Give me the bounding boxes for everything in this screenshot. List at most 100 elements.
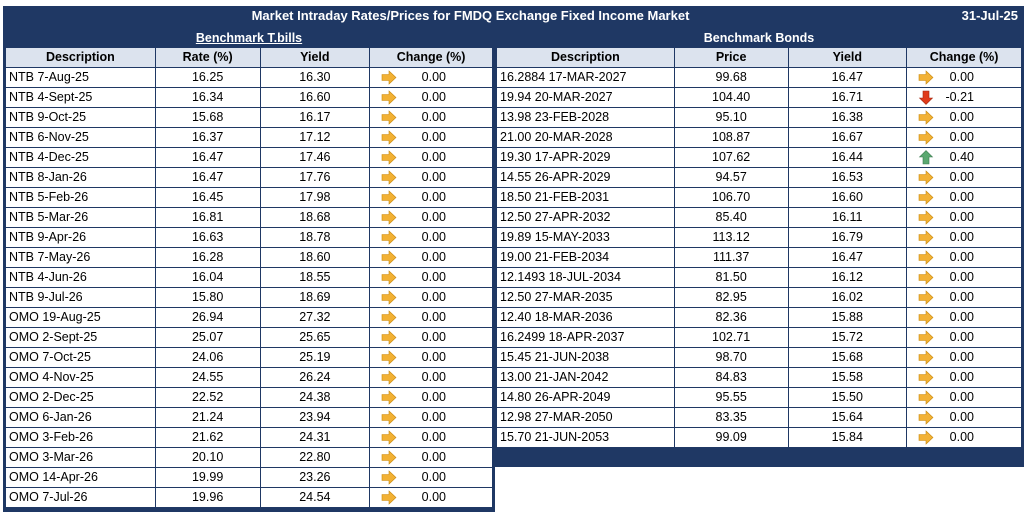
row-rate: 24.06 [154, 347, 261, 368]
row-yield: 17.76 [259, 167, 371, 188]
table-row: 16.2499 18-APR-2037 102.71 15.72 0.00 [496, 327, 1022, 348]
table-row: 12.50 27-APR-2032 85.40 16.11 0.00 [496, 207, 1022, 228]
row-description: 12.50 27-MAR-2035 [496, 287, 675, 308]
row-yield: 15.68 [787, 347, 908, 368]
table-row: NTB 6-Nov-25 16.37 17.12 0.00 [5, 127, 493, 148]
arrow-right-icon [381, 370, 397, 385]
row-rate: 16.37 [154, 127, 261, 148]
bonds-heading: Benchmark Bonds [496, 28, 1022, 48]
arrow-right-icon [918, 410, 934, 425]
row-change: 0.00 [369, 467, 493, 488]
row-yield: 16.47 [787, 247, 908, 268]
tbills-table: Benchmark T.bills Description Rate (%) Y… [5, 28, 493, 508]
row-description: NTB 6-Nov-25 [5, 127, 156, 148]
row-yield: 24.54 [259, 487, 371, 508]
change-value: 0.00 [949, 70, 974, 84]
change-value: 0.00 [421, 150, 446, 164]
table-row: OMO 2-Sept-25 25.07 25.65 0.00 [5, 327, 493, 348]
row-change: 0.00 [906, 347, 1022, 368]
change-value: 0.00 [421, 370, 446, 384]
row-yield: 26.24 [259, 367, 371, 388]
row-rate: 24.55 [154, 367, 261, 388]
row-description: NTB 7-Aug-25 [5, 67, 156, 88]
row-yield: 16.67 [787, 127, 908, 148]
change-value: 0.00 [421, 490, 446, 504]
table-row: NTB 4-Jun-26 16.04 18.55 0.00 [5, 267, 493, 288]
arrow-right-icon [381, 470, 397, 485]
column-header-description: Description [5, 47, 156, 68]
table-row: 12.50 27-MAR-2035 82.95 16.02 0.00 [496, 287, 1022, 308]
row-price: 82.95 [673, 287, 789, 308]
row-change: 0.00 [369, 207, 493, 228]
row-change: 0.00 [369, 87, 493, 108]
table-row: 19.89 15-MAY-2033 113.12 16.79 0.00 [496, 227, 1022, 248]
table-row: 14.55 26-APR-2029 94.57 16.53 0.00 [496, 167, 1022, 188]
row-rate: 20.10 [154, 447, 261, 468]
table-row: 16.2884 17-MAR-2027 99.68 16.47 0.00 [496, 67, 1022, 88]
arrow-right-icon [918, 210, 934, 225]
row-description: 12.40 18-MAR-2036 [496, 307, 675, 328]
column-header-change: Change (%) [369, 47, 493, 68]
row-change: 0.00 [369, 307, 493, 328]
row-description: 14.80 26-APR-2049 [496, 387, 675, 408]
row-rate: 25.07 [154, 327, 261, 348]
row-price: 81.50 [673, 267, 789, 288]
row-change: -0.21 [906, 87, 1022, 108]
arrow-right-icon [381, 290, 397, 305]
change-value: 0.00 [421, 390, 446, 404]
row-description: NTB 4-Jun-26 [5, 267, 156, 288]
column-header-change: Change (%) [906, 47, 1022, 68]
change-value: 0.00 [421, 170, 446, 184]
table-row: 15.45 21-JUN-2038 98.70 15.68 0.00 [496, 347, 1022, 368]
change-value: 0.00 [421, 130, 446, 144]
arrow-right-icon [381, 210, 397, 225]
change-value: 0.00 [949, 390, 974, 404]
arrow-right-icon [918, 110, 934, 125]
change-value: 0.00 [421, 210, 446, 224]
row-yield: 16.30 [259, 67, 371, 88]
arrow-right-icon [918, 390, 934, 405]
table-row: OMO 7-Jul-26 19.96 24.54 0.00 [5, 487, 493, 508]
arrow-right-icon [918, 190, 934, 205]
row-rate: 21.24 [154, 407, 261, 428]
row-description: 21.00 20-MAR-2028 [496, 127, 675, 148]
row-yield: 16.60 [259, 87, 371, 108]
table-row: OMO 7-Oct-25 24.06 25.19 0.00 [5, 347, 493, 368]
change-value: 0.00 [421, 450, 446, 464]
row-rate: 16.47 [154, 167, 261, 188]
row-change: 0.00 [906, 387, 1022, 408]
table-row: 19.00 21-FEB-2034 111.37 16.47 0.00 [496, 247, 1022, 268]
row-yield: 25.19 [259, 347, 371, 368]
row-yield: 16.38 [787, 107, 908, 128]
bonds-panel: Benchmark Bonds Description Price Yield … [494, 26, 1024, 467]
change-value: 0.00 [421, 330, 446, 344]
row-change: 0.00 [906, 167, 1022, 188]
row-rate: 16.47 [154, 147, 261, 168]
table-row: OMO 3-Feb-26 21.62 24.31 0.00 [5, 427, 493, 448]
arrow-right-icon [381, 170, 397, 185]
bonds-table: Benchmark Bonds Description Price Yield … [496, 28, 1022, 448]
change-value: 0.00 [421, 350, 446, 364]
arrow-right-icon [381, 410, 397, 425]
row-change: 0.00 [906, 287, 1022, 308]
arrow-right-icon [918, 130, 934, 145]
row-yield: 16.79 [787, 227, 908, 248]
row-rate: 15.68 [154, 107, 261, 128]
row-description: NTB 7-May-26 [5, 247, 156, 268]
row-rate: 22.52 [154, 387, 261, 408]
column-header-description: Description [496, 47, 675, 68]
change-value: 0.00 [949, 430, 974, 444]
row-price: 95.10 [673, 107, 789, 128]
row-change: 0.00 [369, 267, 493, 288]
row-yield: 18.69 [259, 287, 371, 308]
arrow-right-icon [381, 310, 397, 325]
row-description: 12.1493 18-JUL-2034 [496, 267, 675, 288]
row-description: 15.70 21-JUN-2053 [496, 427, 675, 448]
row-description: OMO 3-Feb-26 [5, 427, 156, 448]
table-row: OMO 3-Mar-26 20.10 22.80 0.00 [5, 447, 493, 468]
row-change: 0.00 [369, 127, 493, 148]
row-change: 0.00 [906, 407, 1022, 428]
row-description: 19.30 17-APR-2029 [496, 147, 675, 168]
row-yield: 16.47 [787, 67, 908, 88]
table-row: NTB 5-Mar-26 16.81 18.68 0.00 [5, 207, 493, 228]
